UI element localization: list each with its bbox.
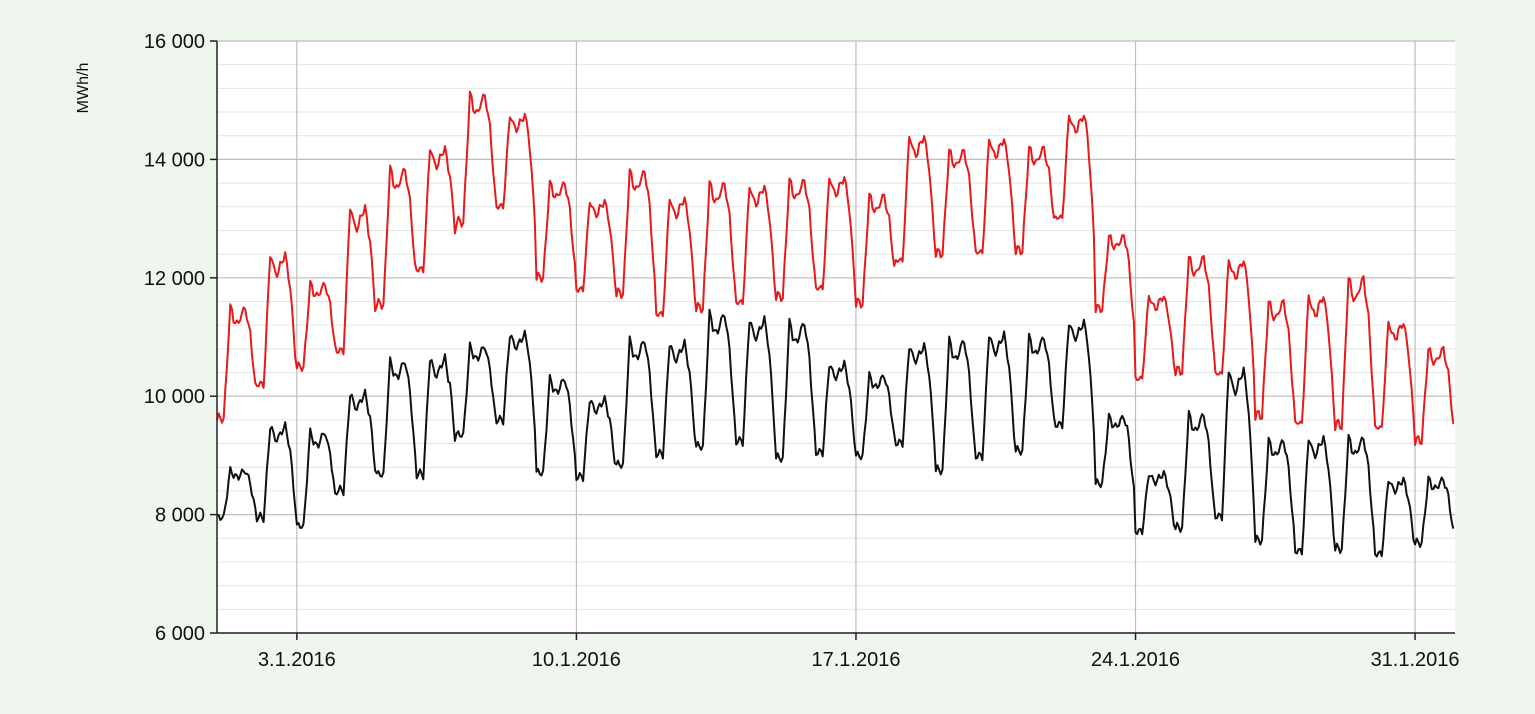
x-tick-labels: 3.1.2016 10.1.2016 17.1.2016 24.1.2016 31.1.… (258, 649, 1460, 671)
series-line-1 (216, 90, 1455, 446)
axes (216, 41, 1455, 634)
y-tick-label: 6 000 (155, 623, 205, 645)
series-line-2 (216, 308, 1455, 558)
x-tick-label: 31.1.2016 (1371, 649, 1460, 671)
plot-area (217, 41, 1455, 633)
x-tick-label: 17.1.2016 (811, 649, 900, 671)
y-tick-labels: 6 000 8 000 10 000 12 000 14 000 16 000 (144, 31, 205, 645)
y-tick-label: 10 000 (144, 386, 205, 408)
y-tick-label: 14 000 (144, 149, 205, 171)
x-tick-label: 3.1.2016 (258, 649, 336, 671)
y-tick-label: 8 000 (155, 505, 205, 527)
y-tick-label: 12 000 (144, 268, 205, 290)
y-axis-label: MWh/h (75, 63, 92, 114)
series-layer (216, 90, 1455, 558)
x-tick-label: 24.1.2016 (1091, 649, 1180, 671)
y-tick-label: 16 000 (144, 31, 205, 53)
x-tick-label: 10.1.2016 (532, 649, 621, 671)
